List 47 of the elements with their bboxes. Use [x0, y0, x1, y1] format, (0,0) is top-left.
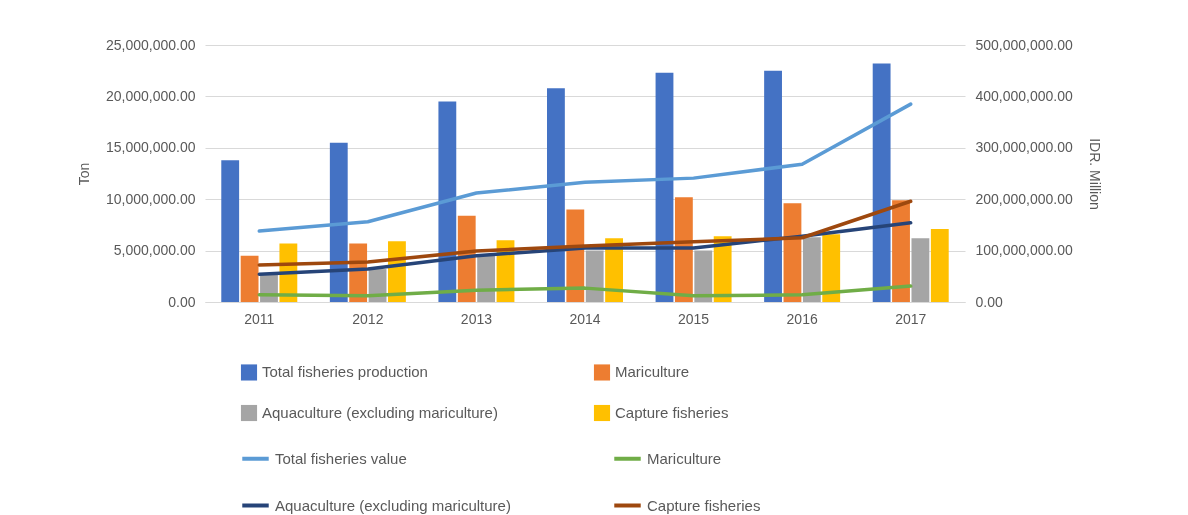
x-tick-label: 2017: [895, 310, 927, 327]
bar: [764, 70, 782, 302]
bar: [438, 101, 457, 302]
bar: [221, 160, 240, 302]
bar: [930, 229, 949, 302]
x-tick-label: 2013: [460, 310, 493, 327]
x-tick-label: 2014: [569, 310, 601, 327]
bar: [674, 197, 693, 302]
y2-axis-title: IDR. Million: [1086, 138, 1103, 210]
y-tick-label: 10,000,000.00: [105, 190, 196, 207]
y2-tick-label: 200,000,000.00: [975, 190, 1074, 207]
line-series: [257, 199, 913, 267]
y-axis-title: Ton: [75, 162, 92, 186]
bar: [694, 250, 713, 302]
line-series: [257, 102, 913, 233]
bar: [547, 88, 565, 302]
x-tick-label: 2016: [786, 310, 818, 327]
y2-tick-label: 100,000,000.00: [975, 242, 1074, 259]
legend-label: Mariculture: [615, 363, 690, 381]
y2-tick-label: 300,000,000.00: [975, 139, 1074, 156]
y2-tick-label: 0.00: [975, 293, 1003, 310]
y-tick-label: 20,000,000.00: [105, 87, 196, 104]
legend-label: Capture fisheries: [647, 496, 761, 514]
x-tick-label: 2011: [244, 310, 275, 327]
x-tick-label: 2015: [677, 310, 710, 327]
legend-label: Aquaculture (excluding mariculture): [262, 404, 498, 421]
bar: [585, 250, 604, 302]
y2-tick-label: 400,000,000.00: [975, 87, 1074, 104]
bar: [329, 142, 348, 302]
legend-label: Capture fisheries: [615, 404, 729, 421]
legend-label: Mariculture: [647, 449, 722, 467]
bar: [911, 238, 930, 302]
legend-label: Total fisheries production: [262, 363, 428, 381]
legend-label: Aquaculture (excluding mariculture): [275, 496, 511, 514]
bar: [802, 237, 821, 302]
legend-label: Total fisheries value: [275, 449, 407, 467]
line-series: [257, 284, 913, 298]
y-tick-label: 0.00: [168, 293, 196, 310]
bar: [872, 63, 891, 302]
y-tick-label: 25,000,000.00: [105, 36, 196, 53]
bar: [822, 234, 841, 302]
y-tick-label: 5,000,000.00: [113, 242, 196, 259]
x-tick-label: 2012: [352, 310, 384, 327]
y-tick-label: 15,000,000.00: [105, 139, 196, 156]
bar: [240, 255, 259, 302]
line-series: [257, 221, 913, 276]
y2-tick-label: 500,000,000.00: [975, 36, 1074, 53]
